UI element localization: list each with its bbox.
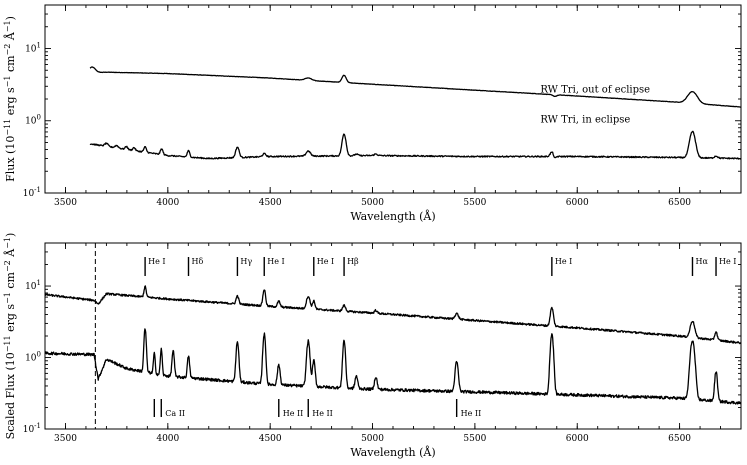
x-tick-label: 4000 xyxy=(156,198,179,208)
y-tick-label: 10-1 xyxy=(23,186,41,199)
line-id-label: Hβ xyxy=(347,257,359,266)
y-tick-label: 100 xyxy=(25,114,41,127)
x-tick-label: 4500 xyxy=(259,434,282,444)
line-id-label: Hδ xyxy=(191,257,203,266)
line-id-label: He I xyxy=(267,257,284,266)
x-tick-label: 6000 xyxy=(566,434,589,444)
line-id-label: He I xyxy=(317,257,334,266)
x-axis-label: Wavelength (Å) xyxy=(350,209,435,223)
line-id-label: He II xyxy=(312,409,333,418)
x-axis-label: Wavelength (Å) xyxy=(350,445,435,459)
y-tick-label: 101 xyxy=(25,41,41,54)
x-tick-label: 6500 xyxy=(668,434,691,444)
x-tick-label: 6000 xyxy=(566,198,589,208)
x-tick-label: 3500 xyxy=(54,198,77,208)
spectrum-line-upper xyxy=(89,66,741,108)
spectrum-line-lower xyxy=(45,328,741,405)
line-id-label: He II xyxy=(283,409,304,418)
x-tick-label: 5500 xyxy=(463,198,486,208)
x-tick-label: 5500 xyxy=(463,434,486,444)
x-tick-label: 5000 xyxy=(361,198,384,208)
y-axis-label: Scaled Flux (10−11 erg s−1 cm−2 Å−1) xyxy=(3,233,18,440)
line-id-label: He I xyxy=(719,257,736,266)
spectrum-line-upper xyxy=(45,285,741,345)
line-id-label: Ca II xyxy=(165,409,185,418)
y-axis-label: Flux (10−11 erg s−1 cm−2 Å−1) xyxy=(3,16,18,182)
x-tick-label: 3500 xyxy=(54,434,77,444)
top-panel: 3500 4000 4500 5000 5500 6000 6500 10-1 100 101 Wa… xyxy=(3,4,742,223)
line-id-label: He I xyxy=(555,257,572,266)
line-id-label: He II xyxy=(461,409,482,418)
y-tick-label: 101 xyxy=(25,279,41,292)
plot-frame xyxy=(44,242,742,430)
line-id-label: Hγ xyxy=(240,257,252,266)
y-tick-label: 10-1 xyxy=(23,422,41,435)
x-tick-label: 4500 xyxy=(259,198,282,208)
x-tick-label: 6500 xyxy=(668,198,691,208)
x-tick-label: 4000 xyxy=(156,434,179,444)
plot-frame xyxy=(44,4,742,194)
y-tick-label: 100 xyxy=(25,351,41,364)
line-id-label: He I xyxy=(148,257,165,266)
bottom-panel: 3500 4000 4500 5000 5500 6000 6500 10-1 100 101 Wa… xyxy=(3,233,742,459)
spectrum-line-lower xyxy=(89,130,741,160)
line-id-label: Hα xyxy=(695,257,708,266)
series-annotation: RW Tri, in eclipse xyxy=(540,114,630,125)
x-tick-label: 5000 xyxy=(361,434,384,444)
series-annotation: RW Tri, out of eclipse xyxy=(540,85,650,96)
